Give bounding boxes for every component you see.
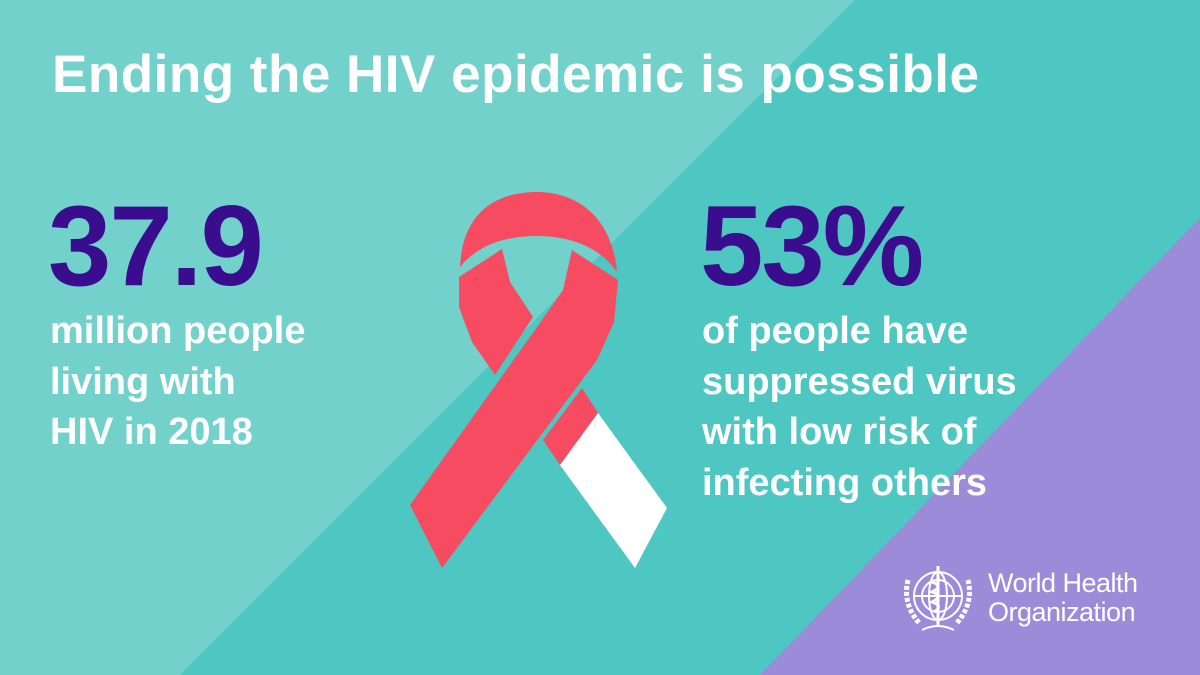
suppressed-virus-description: of people have suppressed virus with low…: [702, 306, 1017, 508]
description-line: infecting others: [702, 461, 988, 504]
page-title: Ending the HIV epidemic is possible: [52, 45, 980, 104]
who-logo-text: World Health Organization: [988, 569, 1138, 627]
description-line: HIV in 2018: [50, 411, 253, 453]
purple-corner: [760, 218, 1200, 675]
who-emblem-icon: [904, 566, 972, 631]
description-line: suppressed virus: [702, 360, 1017, 403]
light-diagonal-band: [0, 0, 855, 675]
people-living-description: million people living with HIV in 2018: [50, 306, 305, 458]
logo-line: Organization: [988, 597, 1136, 627]
logo-line: World Health: [988, 568, 1138, 598]
red-ribbon-icon: [410, 192, 667, 568]
description-line: of people have: [702, 310, 969, 352]
people-living-stat: 37.9: [48, 183, 264, 310]
description-line: with low risk of: [702, 411, 977, 453]
who-logo: World Health Organization: [898, 560, 1138, 636]
suppressed-virus-stat: 53%: [700, 183, 924, 310]
description-line: million people: [50, 310, 306, 352]
description-line: living with: [50, 360, 236, 403]
